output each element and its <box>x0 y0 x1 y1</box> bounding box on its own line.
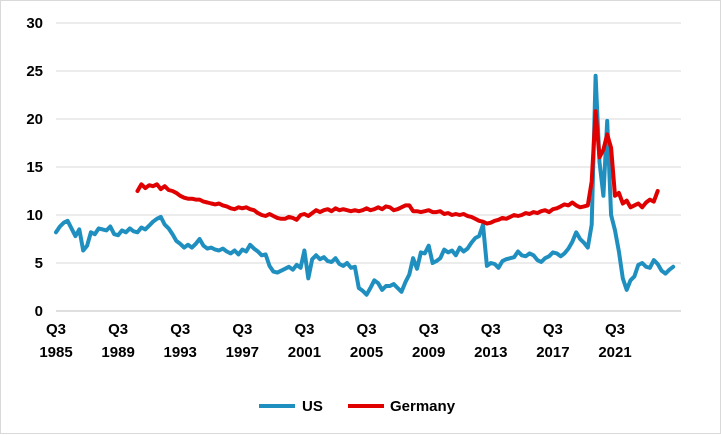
x-tick-year: 2013 <box>474 344 507 361</box>
x-tick-year: 1985 <box>39 344 72 361</box>
x-tick-year: 1997 <box>226 344 259 361</box>
y-tick-label: 5 <box>35 255 43 272</box>
y-tick-label: 20 <box>26 111 43 128</box>
x-tick-quarter: Q3 <box>108 321 128 338</box>
series-line-us <box>54 73 676 297</box>
x-tick-quarter: Q3 <box>419 321 439 338</box>
x-tick-quarter: Q3 <box>170 321 190 338</box>
y-tick-label: 10 <box>26 207 43 224</box>
x-tick-quarter: Q3 <box>481 321 501 338</box>
series-line-germany <box>135 109 660 226</box>
x-tick-quarter: Q3 <box>46 321 66 338</box>
series-lines <box>54 73 676 297</box>
x-tick-year: 1989 <box>101 344 134 361</box>
legend-label-us: US <box>302 398 323 415</box>
x-tick-quarter: Q3 <box>294 321 314 338</box>
x-tick-year: 2001 <box>288 344 321 361</box>
y-tick-label: 15 <box>26 159 43 176</box>
x-tick-quarter: Q3 <box>605 321 625 338</box>
gridlines <box>56 22 681 312</box>
y-tick-label: 30 <box>26 15 43 32</box>
x-tick-year: 2005 <box>350 344 383 361</box>
legend: US Germany <box>259 398 456 415</box>
y-tick-label: 25 <box>26 63 43 80</box>
x-tick-quarter: Q3 <box>357 321 377 338</box>
x-tick-year: 2021 <box>598 344 631 361</box>
y-axis-ticks: 0 5 10 15 20 25 30 <box>26 15 43 320</box>
legend-label-germany: Germany <box>390 398 456 415</box>
x-tick-year: 1993 <box>164 344 197 361</box>
x-tick-quarter: Q3 <box>232 321 252 338</box>
x-tick-year: 2009 <box>412 344 445 361</box>
x-tick-quarter: Q3 <box>543 321 563 338</box>
y-tick-label: 0 <box>35 303 43 320</box>
x-tick-year: 2017 <box>536 344 569 361</box>
x-axis-ticks: Q3 1985 Q3 1989 Q3 1993 Q3 1997 Q3 2001 Q3 2005 Q3 20… <box>39 321 631 361</box>
